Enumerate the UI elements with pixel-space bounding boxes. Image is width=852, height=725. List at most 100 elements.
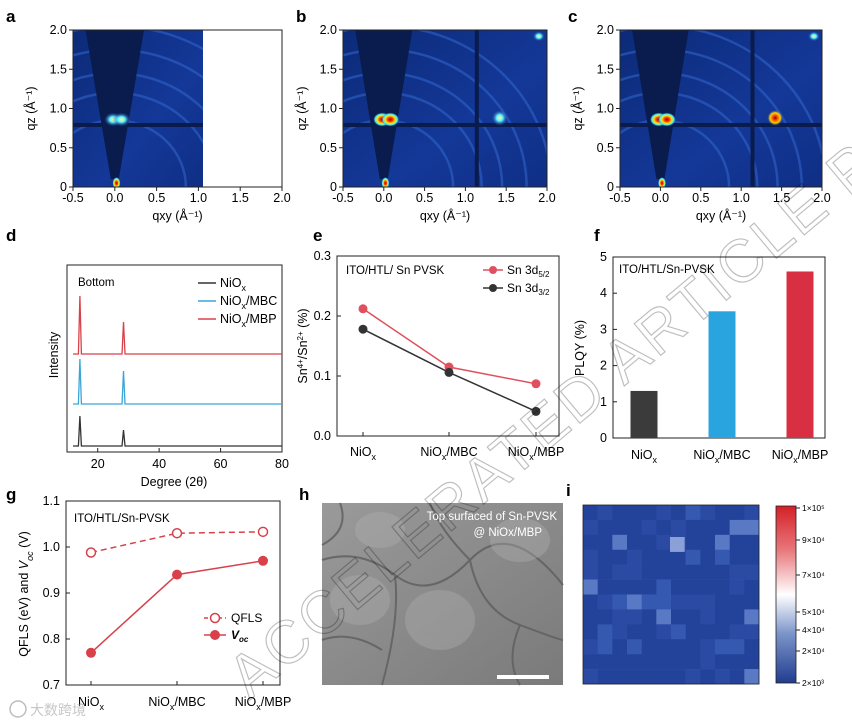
map-cell bbox=[612, 654, 628, 670]
colorbar-tick-label: 2×10³ bbox=[802, 678, 824, 688]
x-tick-label: 0.5 bbox=[148, 191, 165, 205]
map-cell bbox=[700, 609, 716, 625]
map-cell bbox=[700, 624, 716, 640]
map-cell bbox=[744, 669, 760, 685]
missing-wedge bbox=[85, 30, 145, 180]
map-cell bbox=[671, 654, 686, 670]
y-tick-label: 1.0 bbox=[597, 102, 614, 116]
chart-b-ylabel: qz (Å⁻¹) bbox=[294, 86, 309, 130]
logo-text: 大数跨境 bbox=[30, 702, 86, 718]
data-point bbox=[531, 406, 541, 416]
legend-label: QFLS bbox=[231, 611, 262, 625]
map-cell bbox=[612, 564, 628, 580]
panel-letter-c: c bbox=[568, 7, 577, 26]
panel-g: g ITO/HTL/Sn-PVSK 0.7 0.8 0.9 1.0 1.1 NiOx NiO… bbox=[6, 485, 291, 712]
map-cell bbox=[627, 505, 642, 521]
map-cell bbox=[656, 564, 672, 580]
map-cell bbox=[656, 669, 672, 685]
map-cell bbox=[612, 624, 628, 640]
colorbar-tick-label: 7×10⁴ bbox=[802, 570, 825, 580]
map-cell bbox=[627, 564, 642, 580]
map-cell bbox=[685, 654, 701, 670]
legend-marker bbox=[209, 612, 221, 624]
map-cell bbox=[641, 549, 657, 565]
map-cell bbox=[671, 609, 686, 625]
gix-features-b bbox=[343, 30, 547, 187]
x-tick-label: NiOx bbox=[350, 445, 377, 462]
x-tick-label: 1.0 bbox=[190, 191, 207, 205]
map-cell bbox=[597, 579, 613, 595]
y-tick-label: 2 bbox=[600, 359, 607, 373]
map-cell bbox=[656, 579, 672, 595]
bragg-spot bbox=[657, 112, 676, 127]
map-cell bbox=[685, 519, 701, 536]
panel-letter-d: d bbox=[6, 226, 16, 245]
legend-label: Voc bbox=[231, 628, 249, 644]
chart-f-annotation: ITO/HTL/Sn-PVSK bbox=[619, 264, 715, 276]
map-cell bbox=[729, 564, 745, 580]
x-tick-label: NiOx/MBC bbox=[693, 448, 750, 465]
legend-marker bbox=[210, 630, 220, 640]
y-tick-label: 0.5 bbox=[50, 141, 67, 155]
map-cell bbox=[641, 534, 657, 551]
y-tick-label: 0 bbox=[607, 180, 614, 194]
detector-gap bbox=[474, 30, 479, 187]
map-cell bbox=[729, 519, 745, 536]
chart-c-xlabel: qxy (Å⁻¹) bbox=[696, 208, 746, 223]
x-tick-label: -0.5 bbox=[332, 191, 354, 205]
x-tick-label: 0.0 bbox=[652, 191, 669, 205]
legend-marker bbox=[489, 266, 497, 274]
map-cell bbox=[685, 609, 701, 625]
detector-gap bbox=[73, 122, 203, 127]
map-cell bbox=[641, 639, 657, 655]
map-cell bbox=[670, 537, 685, 552]
panel-h: h Top surfaced of Sn-PVSK @ NiOx/MBP bbox=[299, 485, 564, 686]
y-tick-label: 2.0 bbox=[50, 23, 67, 37]
panel-b: b -0.5 0.0 0.5 1.0 1.5 2.0 0 0.5 1.0 1.5 2.0 qxy (Å⁻… bbox=[294, 7, 556, 223]
map-cell bbox=[671, 549, 686, 565]
map-cell bbox=[671, 519, 686, 536]
sem-caption-line1: Top surfaced of Sn-PVSK bbox=[427, 511, 558, 523]
panel-a: a -0.5 0.0 0.5 1.0 1.5 2.0 0 0.5 1.0 1.5 2.0 qxy (Å⁻… bbox=[6, 7, 291, 223]
qfls-point bbox=[85, 547, 97, 558]
map-cell bbox=[744, 654, 760, 670]
map-cell bbox=[641, 564, 657, 580]
map-cell bbox=[744, 534, 760, 551]
map-cell bbox=[671, 669, 686, 685]
map-cell bbox=[715, 609, 730, 625]
map-cell bbox=[627, 654, 642, 670]
map-cell bbox=[700, 594, 716, 610]
y-tick-label: 0.0 bbox=[314, 429, 331, 443]
x-tick-label: 40 bbox=[152, 457, 166, 471]
map-cell bbox=[583, 564, 598, 580]
map-cell bbox=[744, 564, 760, 580]
map-cell bbox=[641, 669, 657, 685]
map-cell bbox=[744, 594, 760, 610]
map-cell bbox=[627, 519, 642, 536]
map-cell bbox=[685, 505, 701, 521]
xrd-trace-2 bbox=[73, 295, 282, 355]
bragg-spot bbox=[226, 110, 242, 126]
y-tick-label: 2.0 bbox=[320, 23, 337, 37]
map-cell bbox=[597, 639, 613, 655]
map-cell bbox=[641, 579, 657, 595]
map-cell bbox=[729, 594, 745, 610]
map-cell bbox=[715, 669, 730, 685]
colorbar-tick-label: 2×10⁴ bbox=[802, 646, 825, 656]
map-cell bbox=[685, 669, 701, 685]
panel-letter-a: a bbox=[6, 7, 16, 26]
x-tick-label: 0.0 bbox=[106, 191, 123, 205]
data-point bbox=[358, 304, 368, 314]
map-cell bbox=[583, 654, 598, 670]
map-cell bbox=[612, 609, 628, 625]
qfls-point bbox=[257, 526, 269, 538]
y-tick-label: 1.0 bbox=[50, 102, 67, 116]
map-cell bbox=[729, 505, 745, 521]
missing-wedge bbox=[355, 30, 413, 180]
qfls-line bbox=[90, 531, 264, 554]
legend-label: Sn 3d3/2 bbox=[507, 281, 550, 297]
map-cell bbox=[729, 669, 745, 685]
map-cell bbox=[671, 624, 686, 640]
map-cell bbox=[700, 505, 716, 521]
